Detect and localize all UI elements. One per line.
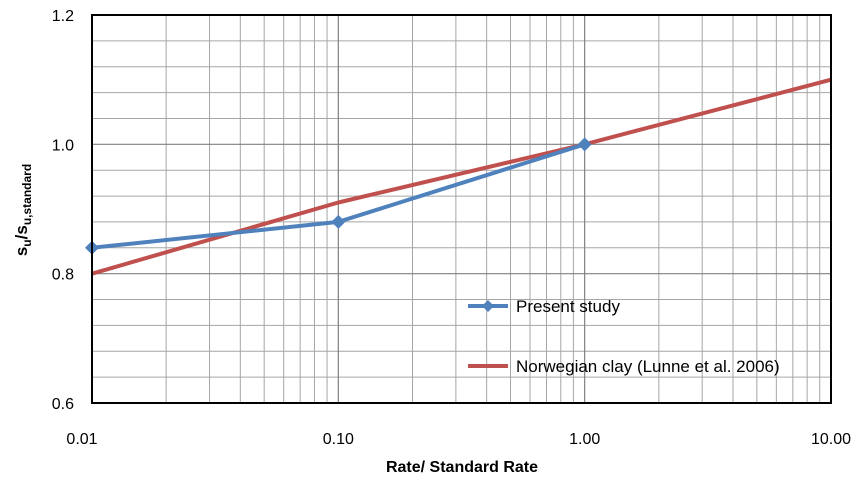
y-tick-labels: 0.6 0.8 1.0 1.2 xyxy=(52,8,74,413)
legend-marker-diamond-icon xyxy=(482,300,494,312)
x-tick-label: 10.00 xyxy=(811,431,851,448)
x-tick-labels: 0.01 0.10 1.00 10.00 xyxy=(66,431,851,448)
data-point-series-0 xyxy=(577,137,592,152)
series-line-1 xyxy=(91,77,832,276)
minor-gridlines xyxy=(92,15,831,403)
y-tick-label: 0.8 xyxy=(52,267,74,284)
y-tick-label: 0.6 xyxy=(52,396,74,413)
data-point-series-0 xyxy=(331,214,346,229)
x-tick-label: 0.01 xyxy=(66,431,97,448)
legend-item-present-study: Present study xyxy=(468,297,620,316)
x-tick-label: 0.10 xyxy=(323,431,354,448)
legend-item-norwegian-clay: Norwegian clay (Lunne et al. 2006) xyxy=(468,357,780,376)
legend-label-norwegian-clay: Norwegian clay (Lunne et al. 2006) xyxy=(516,357,780,376)
x-tick-label: 1.00 xyxy=(569,431,600,448)
legend: Present study Norwegian clay (Lunne et a… xyxy=(468,297,780,376)
major-gridlines xyxy=(91,14,832,404)
y-tick-label: 1.0 xyxy=(52,137,74,154)
x-axis-title: Rate/ Standard Rate xyxy=(386,459,538,476)
plot-area-frame xyxy=(91,14,832,404)
series-layer xyxy=(85,77,832,276)
y-axis-title: su/su,standard xyxy=(12,164,34,256)
legend-label-present-study: Present study xyxy=(516,297,620,316)
y-tick-label: 1.2 xyxy=(52,8,74,25)
